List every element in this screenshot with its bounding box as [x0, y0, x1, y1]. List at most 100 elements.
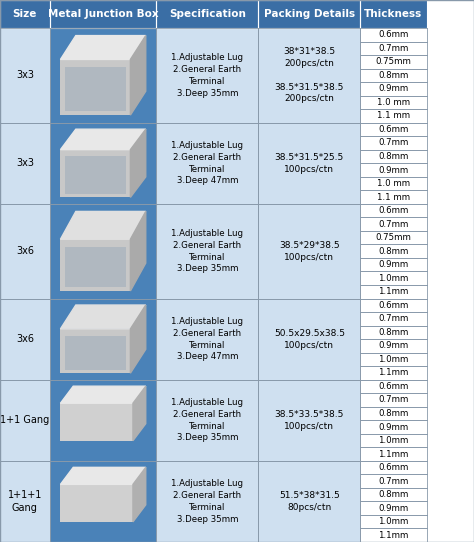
Text: 0.75mm: 0.75mm	[375, 57, 411, 66]
Bar	[360, 515, 427, 528]
Bar	[360, 380, 427, 393]
Text: 0.9mm: 0.9mm	[378, 85, 409, 93]
Text: 0.7mm: 0.7mm	[378, 220, 409, 229]
Bar	[360, 285, 427, 299]
Text: 0.6mm: 0.6mm	[378, 382, 409, 391]
Text: 1.Adjustable Lug
2.General Earth
Terminal
3.Deep 47mm: 1.Adjustable Lug 2.General Earth Termina…	[172, 317, 243, 362]
Bar	[0, 28, 50, 122]
Text: 0.8mm: 0.8mm	[378, 152, 409, 161]
Text: 0.6mm: 0.6mm	[378, 463, 409, 472]
Bar	[156, 204, 258, 299]
Bar	[360, 447, 427, 461]
Text: 0.9mm: 0.9mm	[378, 165, 409, 175]
Bar	[50, 299, 156, 380]
Bar	[0, 461, 50, 542]
Polygon shape	[60, 129, 146, 150]
Bar	[258, 28, 360, 122]
Text: Specification: Specification	[169, 9, 246, 19]
Bar	[360, 434, 427, 447]
Bar	[156, 380, 258, 461]
Bar	[258, 461, 360, 542]
Polygon shape	[60, 36, 146, 60]
Bar	[64, 335, 126, 370]
Bar	[360, 488, 427, 501]
Text: 0.9mm: 0.9mm	[378, 423, 409, 431]
Bar	[156, 28, 258, 122]
Text: 1+1 Gang: 1+1 Gang	[0, 415, 49, 425]
Text: 50.5x29.5x38.5
100pcs/ctn: 50.5x29.5x38.5 100pcs/ctn	[274, 328, 345, 350]
Text: 0.9mm: 0.9mm	[378, 504, 409, 513]
Bar	[50, 380, 156, 461]
Bar	[0, 122, 50, 204]
Bar	[360, 42, 427, 55]
Polygon shape	[60, 211, 146, 239]
Text: 1.0mm: 1.0mm	[378, 355, 409, 364]
Bar	[360, 353, 427, 366]
Bar	[360, 190, 427, 204]
Text: 1.0mm: 1.0mm	[378, 274, 409, 283]
Bar	[50, 0, 156, 28]
Text: 1+1+1
Gang: 1+1+1 Gang	[8, 490, 42, 513]
Bar	[156, 461, 258, 542]
Bar	[0, 204, 50, 299]
Text: 3x6: 3x6	[16, 334, 34, 344]
Polygon shape	[60, 467, 146, 485]
Bar	[360, 244, 427, 258]
Bar	[360, 406, 427, 420]
Bar	[50, 28, 156, 122]
Text: 3x3: 3x3	[16, 70, 34, 80]
Text: 1.0 mm: 1.0 mm	[377, 179, 410, 188]
Bar	[360, 231, 427, 244]
Bar	[156, 299, 258, 380]
Bar	[156, 122, 258, 204]
Bar	[258, 299, 360, 380]
Bar	[360, 393, 427, 406]
Bar	[360, 204, 427, 217]
Bar	[50, 28, 156, 122]
Bar	[360, 258, 427, 272]
Text: 0.7mm: 0.7mm	[378, 314, 409, 324]
Bar	[360, 528, 427, 542]
Bar	[360, 177, 427, 190]
Bar	[258, 122, 360, 204]
Bar	[360, 217, 427, 231]
Text: 0.6mm: 0.6mm	[378, 30, 409, 39]
Bar	[258, 0, 360, 28]
Polygon shape	[60, 305, 146, 329]
Bar	[50, 204, 156, 299]
Bar	[60, 329, 130, 373]
Text: 1.Adjustable Lug
2.General Earth
Terminal
3.Deep 47mm: 1.Adjustable Lug 2.General Earth Termina…	[172, 141, 243, 185]
Text: 1.1mm: 1.1mm	[378, 287, 409, 296]
Bar	[64, 247, 126, 287]
Bar	[360, 461, 427, 474]
Bar	[360, 474, 427, 488]
Text: 38.5*31.5*25.5
100pcs/ctn: 38.5*31.5*25.5 100pcs/ctn	[274, 153, 344, 173]
Text: 0.6mm: 0.6mm	[378, 301, 409, 310]
Bar	[360, 150, 427, 163]
Text: 0.9mm: 0.9mm	[378, 260, 409, 269]
Polygon shape	[130, 129, 146, 197]
Text: 1.0 mm: 1.0 mm	[377, 98, 410, 107]
Bar	[50, 299, 156, 380]
Polygon shape	[130, 36, 146, 115]
Text: 1.0mm: 1.0mm	[378, 436, 409, 445]
Text: 1.Adjustable Lug
2.General Earth
Terminal
3.Deep 35mm: 1.Adjustable Lug 2.General Earth Termina…	[172, 53, 243, 98]
Text: 1.1 mm: 1.1 mm	[377, 112, 410, 120]
Text: 1.0mm: 1.0mm	[378, 517, 409, 526]
Bar	[360, 95, 427, 109]
Bar	[360, 136, 427, 150]
Text: Size: Size	[13, 9, 37, 19]
Text: 38.5*29*38.5
100pcs/ctn: 38.5*29*38.5 100pcs/ctn	[279, 241, 339, 262]
Text: 1.1mm: 1.1mm	[378, 449, 409, 459]
Bar	[360, 272, 427, 285]
Bar	[50, 122, 156, 204]
Bar	[0, 0, 50, 28]
Bar	[360, 55, 427, 69]
Text: 0.7mm: 0.7mm	[378, 476, 409, 486]
Text: 3x6: 3x6	[16, 246, 34, 256]
Text: 1.Adjustable Lug
2.General Earth
Terminal
3.Deep 35mm: 1.Adjustable Lug 2.General Earth Termina…	[172, 479, 243, 524]
Text: 1.1 mm: 1.1 mm	[377, 192, 410, 202]
Bar	[360, 163, 427, 177]
Bar	[0, 299, 50, 380]
Bar	[360, 0, 427, 28]
